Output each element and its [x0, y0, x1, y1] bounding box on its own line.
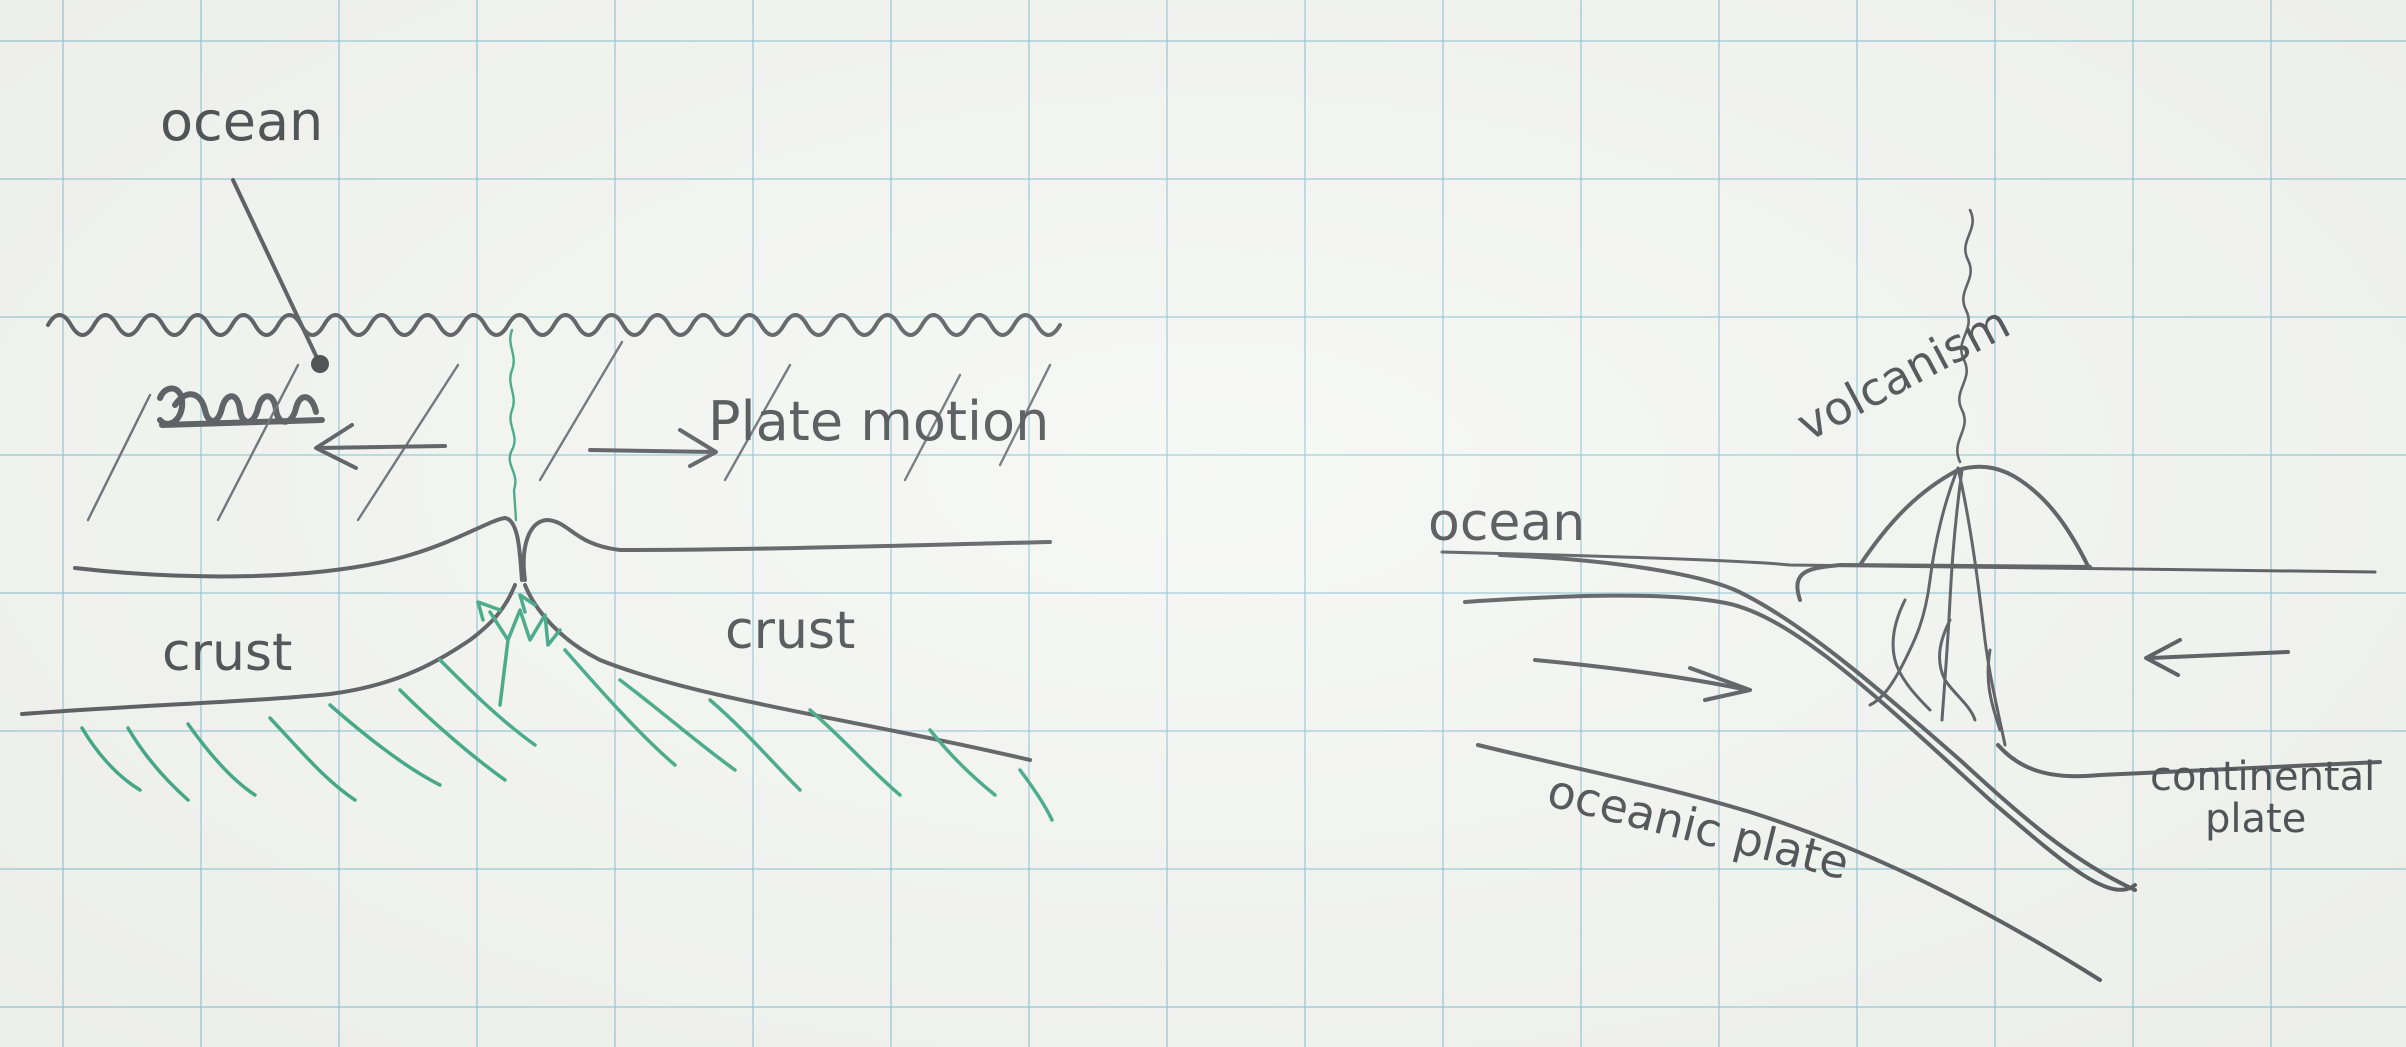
crust-bottom-left — [20, 583, 517, 716]
crust-top-ridge — [73, 516, 524, 582]
volcanism-label: volcanism — [1788, 295, 2018, 452]
water-hatching — [86, 340, 1052, 522]
oceanic-plate-top — [1463, 593, 2137, 892]
ocean-surface-wave — [46, 313, 1062, 337]
oceanic-plate-surface — [1498, 553, 2137, 892]
subduction-zone-diagram: ocean volcanism continental plate oceani… — [1428, 208, 2382, 982]
continental-plate-outline — [1795, 563, 2382, 779]
ocean-pointer-dot — [311, 355, 329, 373]
ocean-pointer-line — [231, 178, 320, 362]
rising-magma-squiggle — [508, 328, 518, 522]
spreading-ridge-diagram: ocean Plate motion crust crust — [20, 90, 1062, 822]
continental-motion-arrow — [2144, 638, 2290, 677]
crust-label-right: crust — [725, 601, 855, 661]
ocean-label-right: ocean — [1428, 493, 1585, 553]
oceanic-motion-arrow — [1533, 658, 1752, 702]
crust-bottom-right — [523, 583, 1032, 762]
mantle-hatching — [80, 648, 1054, 822]
crust-top-right — [521, 518, 1052, 582]
volcano-cone — [1858, 464, 2090, 568]
crust-label-left: crust — [162, 623, 292, 683]
oceanic-plate-bottom — [1476, 743, 2102, 982]
continental-label-line2: plate — [2205, 796, 2306, 842]
ocean-label: ocean — [160, 90, 323, 153]
magma-conduits — [1868, 466, 2007, 747]
plate-motion-label: Plate motion — [708, 390, 1049, 453]
right-motion-arrow — [588, 428, 718, 468]
continental-label-line1: continental — [2150, 754, 2375, 800]
left-motion-arrow — [314, 423, 447, 470]
oceanic-plate-label: oceanic plate — [1542, 763, 1854, 890]
volcanism-smoke-squiggle — [1956, 208, 1974, 464]
scribbled-out-word — [157, 385, 325, 428]
magma-upwelling-arrows — [476, 593, 562, 707]
